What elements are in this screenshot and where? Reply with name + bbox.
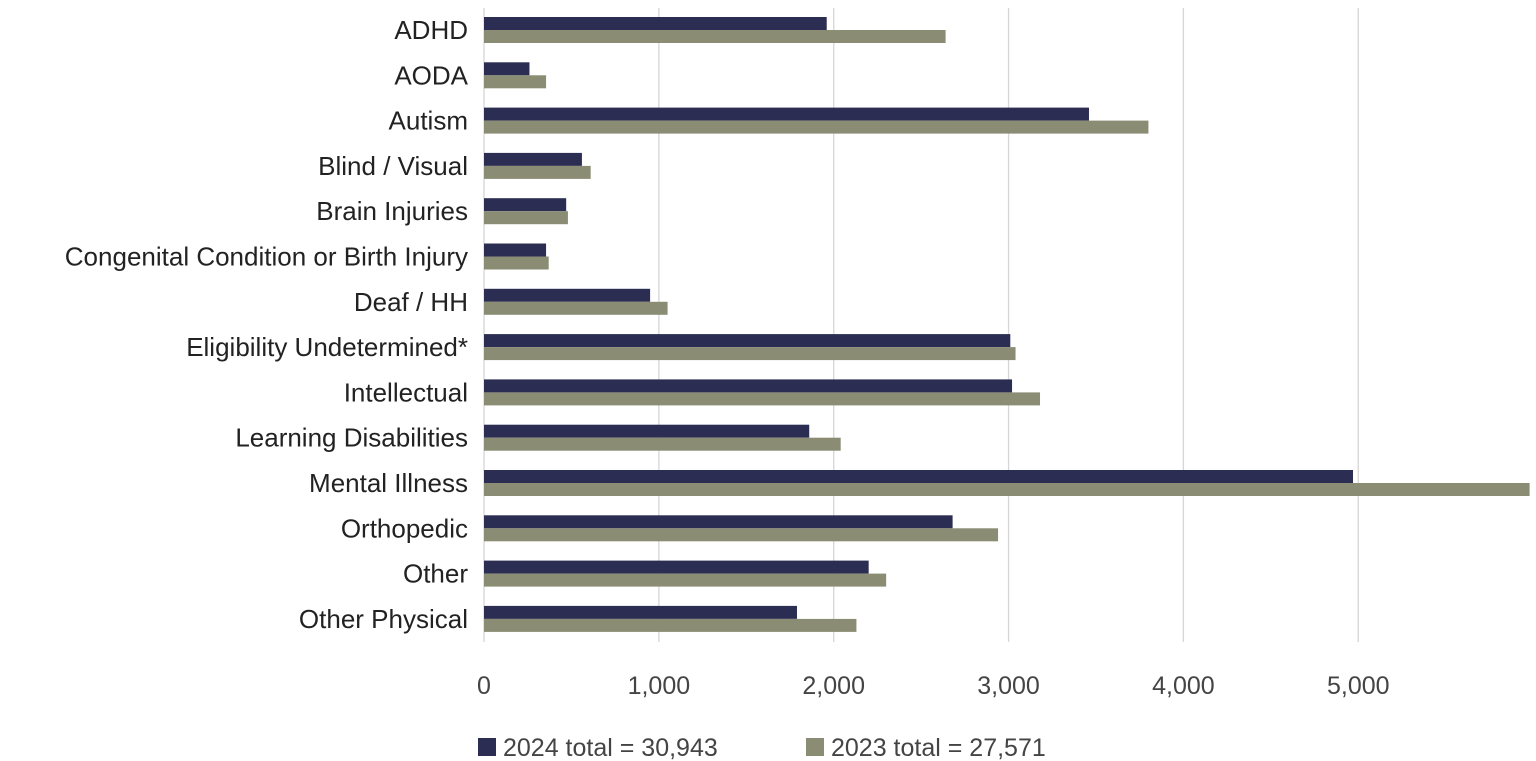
legend-swatch	[806, 738, 824, 756]
category-label: Orthopedic	[341, 513, 468, 543]
bar-2023	[484, 165, 591, 179]
category-label: Eligibility Undetermined*	[186, 332, 468, 362]
bar-2024	[484, 198, 567, 212]
bar-2024	[484, 470, 1354, 483]
bar-2023	[484, 528, 999, 542]
legend: 2024 total = 30,943 2023 total = 27,571	[478, 734, 1046, 761]
category-label: Blind / Visual	[318, 151, 468, 181]
bar-2024	[484, 152, 582, 166]
bar-2023	[484, 211, 568, 225]
bar-2023	[484, 30, 946, 43]
bar-2024	[484, 107, 1089, 121]
category-label: Intellectual	[344, 377, 468, 407]
category-label: Learning Disabilities	[235, 423, 468, 453]
x-tick-label: 2,000	[802, 672, 865, 700]
category-label: Brain Injuries	[316, 196, 468, 226]
x-tick-label: 0	[477, 672, 491, 700]
bar-2023	[484, 256, 549, 270]
category-label: Other Physical	[299, 604, 468, 634]
bar-2024	[484, 288, 651, 302]
bar-2023	[484, 75, 547, 89]
legend-swatch	[478, 738, 496, 756]
bar-2023	[484, 347, 1016, 361]
category-label: Congenital Condition or Birth Injury	[65, 242, 468, 272]
bar-2024	[484, 515, 953, 529]
bar-2024	[484, 334, 1011, 348]
bar-2024	[484, 17, 827, 30]
category-label: Mental Illness	[309, 468, 468, 498]
legend-label: 2023 total = 27,571	[831, 734, 1046, 761]
bar-2024	[484, 560, 869, 574]
bar-2023	[484, 483, 1530, 496]
x-tick-label: 1,000	[628, 672, 691, 700]
gridlines	[483, 8, 1359, 642]
bar-2024	[484, 379, 1013, 393]
category-label: ADHD	[394, 15, 468, 45]
category-label: Deaf / HH	[354, 287, 468, 317]
bar-2024	[484, 605, 797, 619]
x-tick-label: 3,000	[977, 672, 1040, 700]
category-label: Other	[403, 559, 468, 589]
legend-label: 2024 total = 30,943	[503, 734, 718, 761]
bar-2023	[484, 301, 668, 315]
x-tick-label: 4,000	[1152, 672, 1215, 700]
bar-2023	[484, 618, 857, 632]
x-tick-label: 5,000	[1327, 672, 1390, 700]
bar-2023	[484, 437, 841, 451]
bar-2023	[484, 573, 887, 587]
category-labels: ADHD AODA Autism Blind / Visual Brain Injuri…	[65, 15, 469, 634]
x-axis-tick-labels: 0 1,000 2,000 3,000 4,000 5,000	[477, 672, 1389, 700]
category-label: Autism	[389, 106, 468, 136]
bar-2024	[484, 62, 530, 76]
category-label: AODA	[394, 60, 468, 90]
bars	[484, 17, 1530, 632]
bar-2023	[484, 392, 1041, 406]
bar-2024	[484, 243, 547, 257]
bar-2023	[484, 120, 1149, 134]
bar-2024	[484, 424, 810, 438]
